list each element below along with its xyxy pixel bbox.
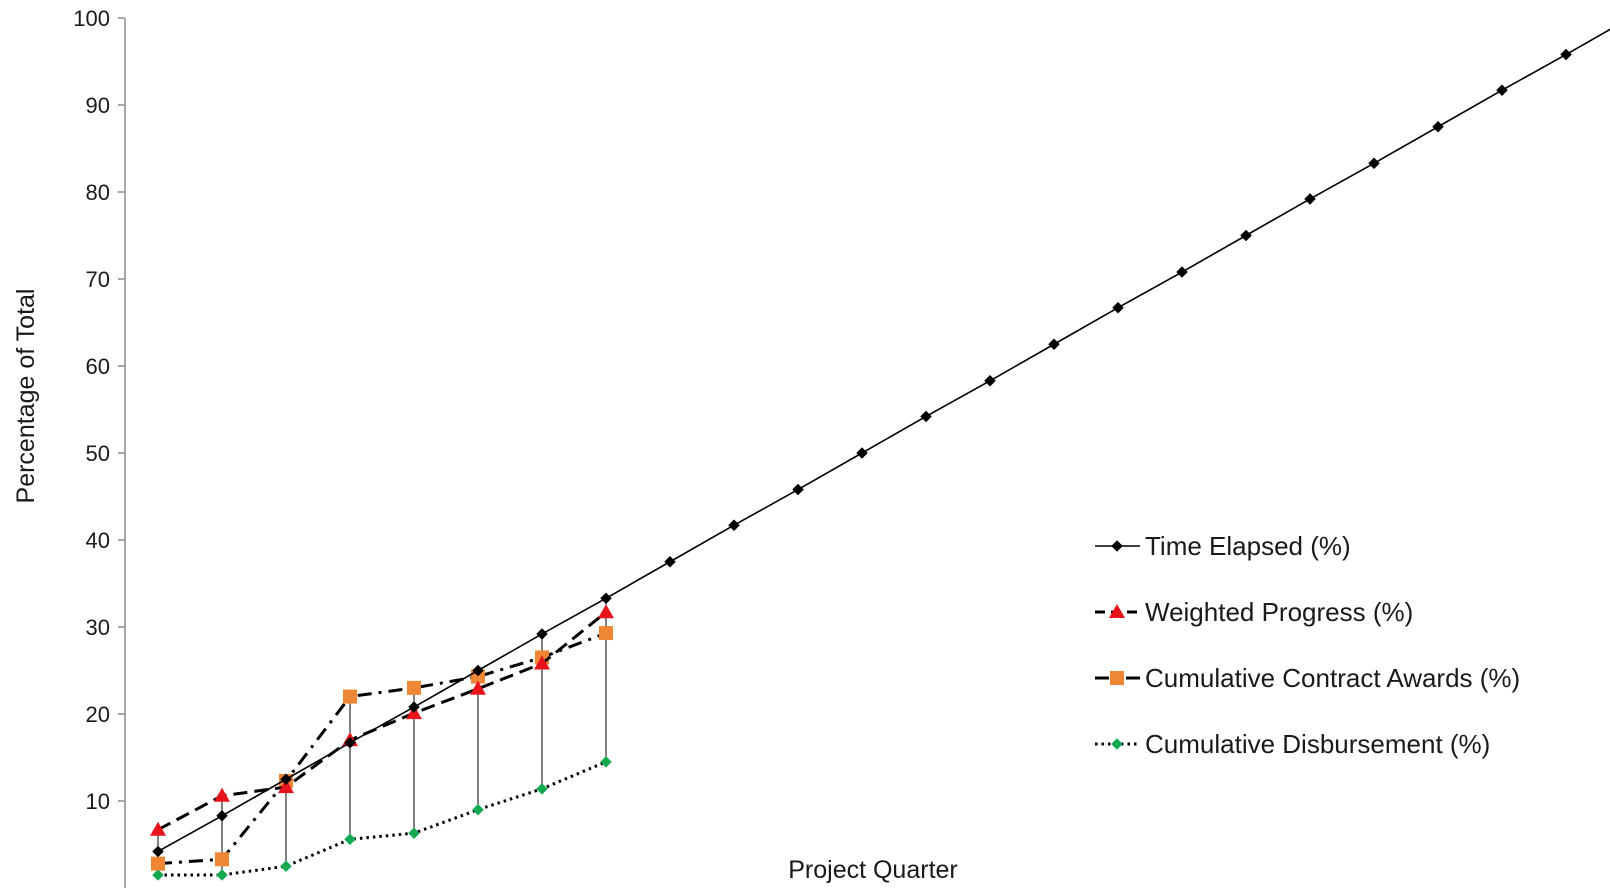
y-axis-title: Percentage of Total [12,289,40,504]
data-point-time-elapsed [152,845,164,858]
data-point-time-elapsed [1240,229,1252,242]
data-point-time-elapsed [792,483,804,496]
x-axis-title: Project Quarter [788,856,958,884]
legend-group: Time Elapsed (%) Weighted Progress (%) Cum… [1095,531,1520,759]
data-point-time-elapsed [1432,120,1444,133]
y-tick-label: 90 [86,93,110,118]
data-point-cumulative-disbursement [152,869,164,881]
data-point-time-elapsed [1112,301,1124,314]
legend-label-time-elapsed: Time Elapsed (%) [1145,531,1351,561]
y-tick-label: 70 [86,267,110,292]
data-point-weighted-progress [598,604,614,619]
drop-lines-group [157,598,607,875]
data-point-time-elapsed [216,809,228,822]
y-tick-label: 30 [86,615,110,640]
legend-marker-weighted-progress [1109,604,1125,618]
data-point-time-elapsed [1368,157,1380,170]
legend-label-cumulative-disbursement: Cumulative Disbursement (%) [1145,729,1490,759]
data-point-time-elapsed [600,592,612,605]
data-point-weighted-progress [470,680,486,695]
data-point-cumulative-disbursement [280,860,292,873]
data-point-cumulative-contract-awards [599,626,613,641]
series-group [150,28,1610,881]
legend-label-cumulative-contract-awards: Cumulative Contract Awards (%) [1145,663,1520,693]
data-point-time-elapsed [1304,193,1316,205]
data-point-time-elapsed [664,555,676,568]
data-point-time-elapsed [472,664,484,677]
data-point-time-elapsed [536,628,548,640]
y-tick-label: 100 [73,6,110,31]
series-line-cumulative-contract-awards [157,631,607,866]
data-point-weighted-progress [150,821,166,836]
data-point-cumulative-disbursement [536,782,548,795]
legend-marker-time-elapsed [1111,540,1123,552]
data-point-time-elapsed [1048,338,1060,351]
data-point-weighted-progress [534,655,550,670]
series-line-time-elapsed [157,28,1610,853]
data-point-time-elapsed [728,519,740,532]
data-point-cumulative-contract-awards [343,689,357,704]
data-point-time-elapsed [920,410,932,423]
data-point-time-elapsed [1560,48,1572,61]
data-point-cumulative-disbursement [472,803,484,816]
data-point-weighted-progress [278,779,294,794]
data-point-cumulative-disbursement [600,755,612,768]
axes-group: 10 20 30 40 50 60 70 80 90 100 Percentage of Total… [12,6,958,888]
legend-marker-cumulative-disbursement [1111,738,1123,750]
y-tick-label: 50 [86,441,110,466]
series-line-weighted-progress [157,611,607,832]
legend-marker-cumulative-contract-awards [1110,671,1124,685]
data-point-time-elapsed [984,374,996,387]
y-tick-label: 40 [86,528,110,553]
y-tick-label: 60 [86,354,110,379]
data-point-time-elapsed [344,736,356,749]
y-tick-label: 10 [86,789,110,814]
data-point-cumulative-contract-awards [407,680,421,695]
y-tick-label: 20 [86,702,110,727]
data-point-weighted-progress [214,787,230,802]
data-point-cumulative-contract-awards [151,856,165,871]
data-point-time-elapsed [1176,266,1188,278]
y-tick-label: 80 [86,180,110,205]
data-point-time-elapsed [408,701,420,713]
data-point-time-elapsed [280,773,292,786]
data-point-cumulative-disbursement [344,833,356,846]
data-point-cumulative-disbursement [408,827,420,840]
data-point-cumulative-contract-awards [215,852,229,867]
data-point-cumulative-disbursement [216,869,228,881]
legend-label-weighted-progress: Weighted Progress (%) [1145,597,1413,627]
data-point-time-elapsed [1496,84,1508,97]
data-point-time-elapsed [856,447,868,459]
